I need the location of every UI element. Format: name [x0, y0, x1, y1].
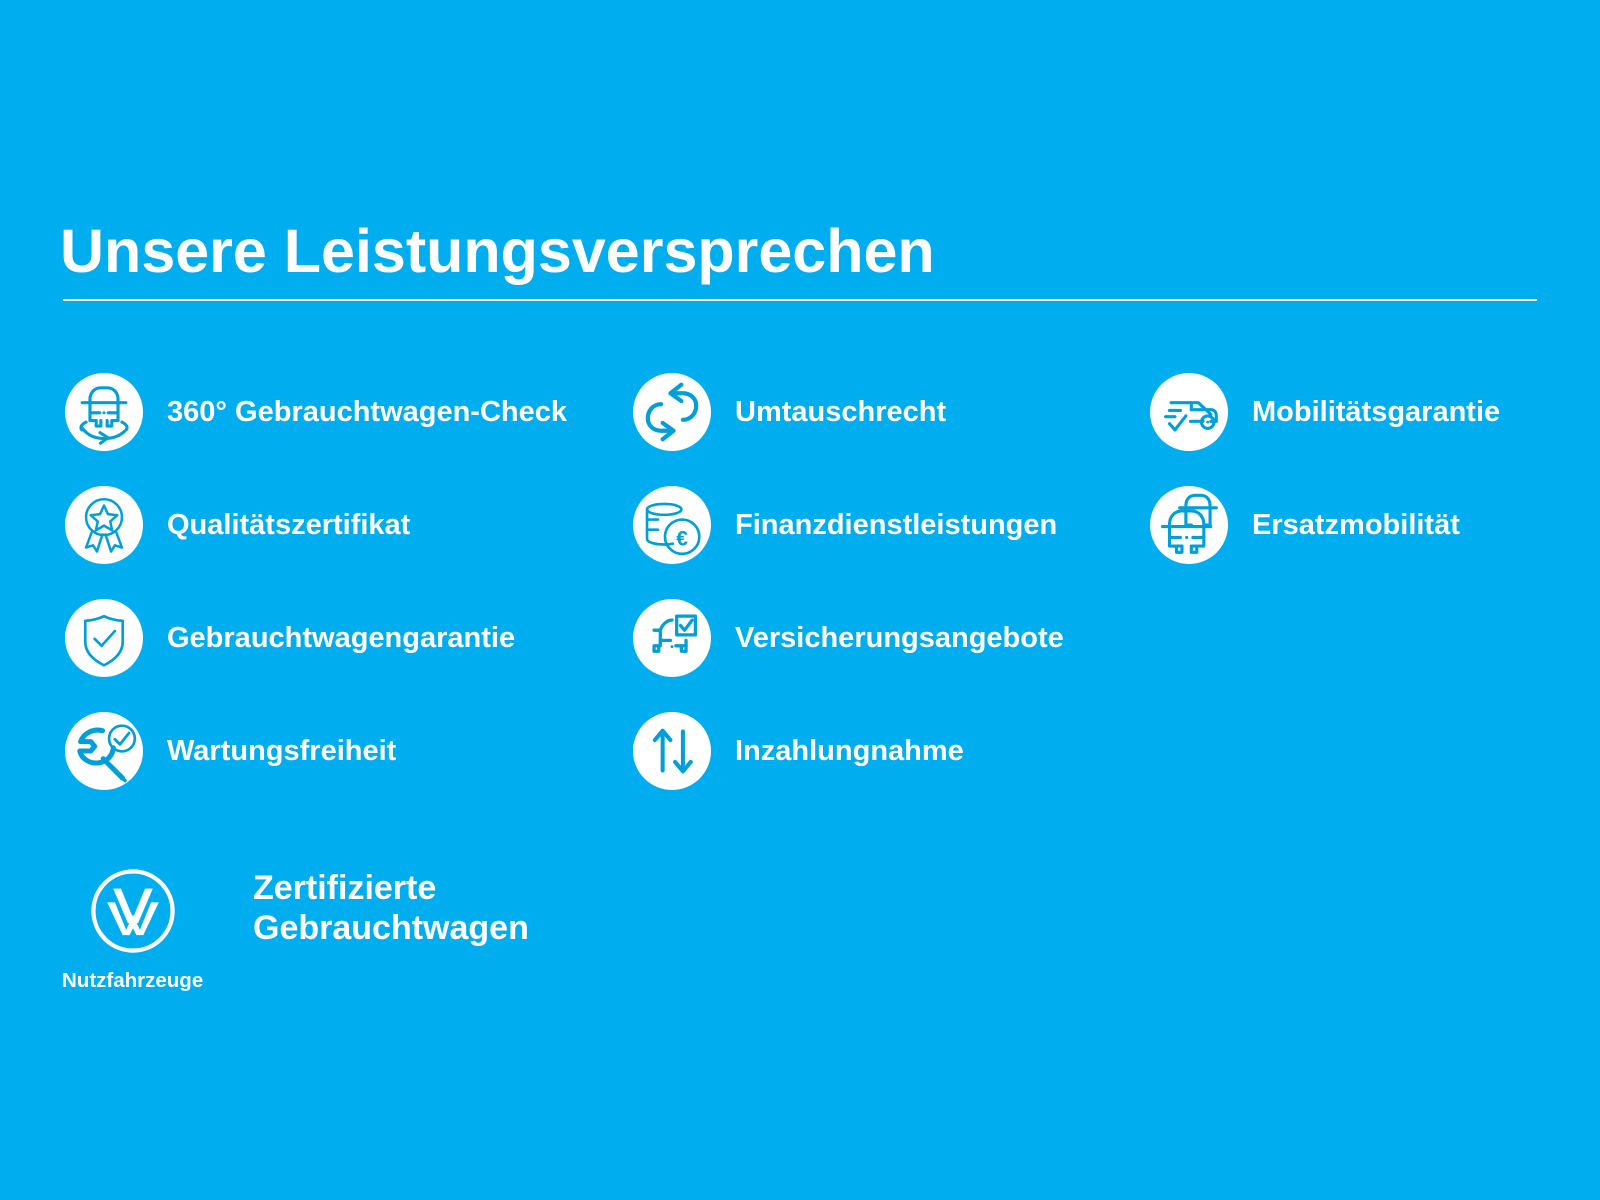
- svg-text:€: €: [676, 527, 688, 550]
